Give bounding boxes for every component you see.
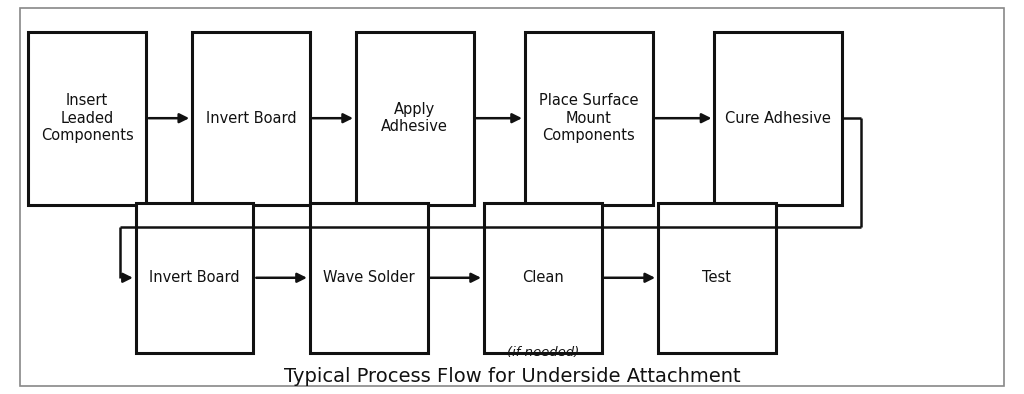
FancyBboxPatch shape xyxy=(484,203,602,353)
Text: Wave Solder: Wave Solder xyxy=(323,270,415,285)
Text: Typical Process Flow for Underside Attachment: Typical Process Flow for Underside Attac… xyxy=(284,367,740,386)
Text: Insert
Leaded
Components: Insert Leaded Components xyxy=(41,93,133,143)
FancyBboxPatch shape xyxy=(356,32,473,205)
FancyBboxPatch shape xyxy=(309,203,428,353)
FancyBboxPatch shape xyxy=(657,203,776,353)
FancyBboxPatch shape xyxy=(715,32,842,205)
Text: Apply
Adhesive: Apply Adhesive xyxy=(381,102,449,134)
Text: (if needed): (if needed) xyxy=(507,346,579,359)
Text: Test: Test xyxy=(702,270,731,285)
Text: Place Surface
Mount
Components: Place Surface Mount Components xyxy=(539,93,639,143)
FancyBboxPatch shape xyxy=(135,203,254,353)
Text: Invert Board: Invert Board xyxy=(206,111,296,126)
FancyBboxPatch shape xyxy=(193,32,309,205)
Text: Invert Board: Invert Board xyxy=(150,270,240,285)
FancyBboxPatch shape xyxy=(29,32,146,205)
Text: Cure Adhesive: Cure Adhesive xyxy=(725,111,831,126)
Text: Clean: Clean xyxy=(522,270,563,285)
FancyBboxPatch shape xyxy=(524,32,653,205)
